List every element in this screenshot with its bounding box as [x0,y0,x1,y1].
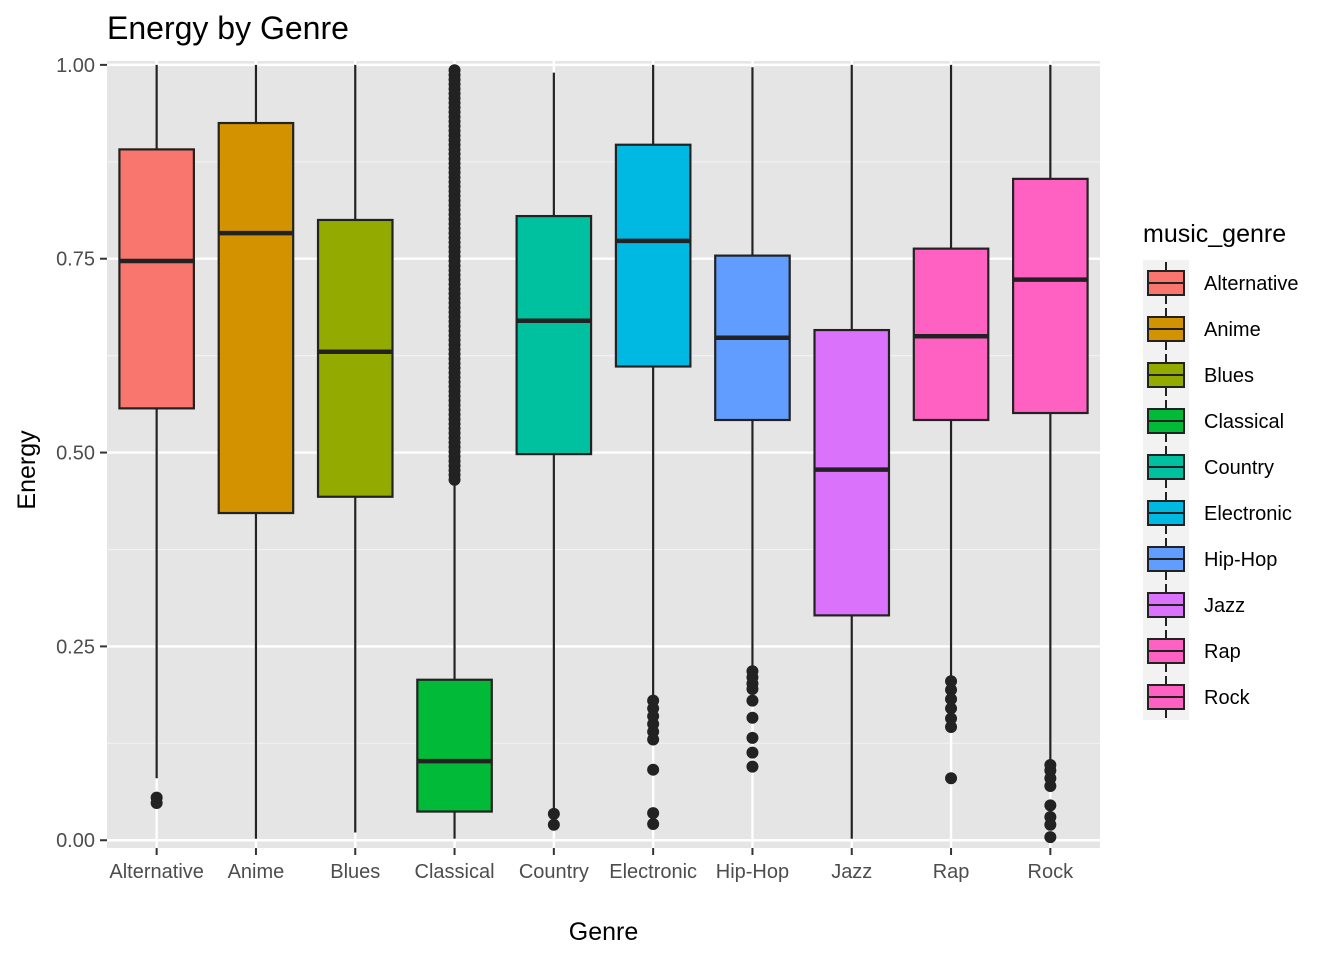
outlier-point [945,702,958,715]
y-axis: 0.00 0.25 0.50 0.75 1.00 [56,55,107,852]
x-tick-label: Blues [330,861,380,883]
outlier-point [547,818,560,831]
box-blues [316,64,394,833]
legend-item-country: Country [1147,446,1274,488]
legend-item-anime: Anime [1147,308,1261,350]
outlier-point [1044,759,1057,772]
legend-item-alternative: Alternative [1147,262,1299,304]
outlier-point [150,791,163,804]
box-jazz [813,64,891,839]
legend-label: Electronic [1204,503,1292,525]
y-axis-title: Energy [13,430,41,510]
outlier-point [746,746,759,759]
x-tick-label: Electronic [609,861,697,883]
x-axis-title: Genre [569,918,638,946]
outlier-point [647,763,660,776]
legend-item-electronic: Electronic [1147,492,1292,534]
outlier-point [945,772,958,785]
box-hip-hop [714,67,791,773]
box-rock [1012,64,1089,844]
legend-item-rap: Rap [1147,630,1241,672]
box-iqr [217,121,295,515]
x-tick-label: Jazz [831,861,872,883]
legend-label: Anime [1204,319,1261,341]
outlier-point [945,721,958,734]
legend-label: Country [1204,457,1274,479]
outlier-point [647,694,660,707]
outlier-point [945,683,958,696]
x-tick-label: Country [519,861,589,883]
box-iqr [416,678,493,813]
legend-label: Rap [1204,641,1241,663]
x-tick-label: Hip-Hop [716,861,789,883]
outlier-point [945,675,958,688]
legend-item-rock: Rock [1147,676,1251,718]
outlier-point [746,694,759,707]
outlier-point [945,712,958,725]
x-tick-label: Alternative [109,861,204,883]
legend-label: Blues [1204,365,1254,387]
y-tick-label: 0.00 [56,830,95,852]
box-alternative [118,64,195,810]
y-tick-label: 1.00 [56,55,95,77]
box-iqr [1012,177,1089,415]
box-iqr [118,148,195,410]
legend-items: Alternative Anime Blues Classical Country Ele… [1147,262,1299,718]
outlier-point [1044,831,1057,844]
outlier-point [1044,810,1057,823]
y-tick-label: 0.50 [56,443,95,465]
legend-item-hip-hop: Hip-Hop [1147,538,1277,580]
box-iqr [614,143,692,368]
legend-label: Jazz [1204,595,1245,617]
box-country [515,72,593,831]
box-classical [416,64,493,839]
outlier-point [746,731,759,744]
outlier-point [746,760,759,773]
x-tick-label: Classical [415,861,495,883]
box-iqr [316,218,394,498]
y-tick-label: 0.25 [56,636,95,658]
outlier-point [547,807,560,820]
box-iqr [515,214,593,456]
legend-label: Alternative [1204,273,1299,295]
x-axis: Alternative Anime Blues Classical Country Ele… [109,848,1074,883]
legend-item-blues: Blues [1147,354,1254,396]
chart-title: Energy by Genre [107,10,349,46]
outlier-point [647,807,660,820]
y-tick-label: 0.75 [56,249,95,271]
x-tick-label: Rock [1028,861,1075,883]
outlier-point [746,711,759,724]
outlier-point [647,817,660,830]
outlier-point [746,665,759,678]
x-tick-label: Anime [228,861,285,883]
box-rap [912,64,990,785]
outlier-point [448,64,461,77]
legend-label: Hip-Hop [1204,549,1277,571]
outlier-point [945,693,958,706]
legend-title: music_genre [1143,220,1286,248]
box-anime [217,64,295,839]
box-iqr [813,328,891,617]
box-series [118,64,1089,844]
x-tick-label: Rap [933,861,970,883]
legend-label: Rock [1204,687,1251,709]
legend: music_genre Alternative Anime Blues Classic… [1143,220,1299,720]
legend-label: Classical [1204,411,1284,433]
box-electronic [614,64,692,830]
outlier-point [1044,799,1057,812]
legend-item-classical: Classical [1147,400,1284,442]
legend-item-jazz: Jazz [1147,584,1245,626]
